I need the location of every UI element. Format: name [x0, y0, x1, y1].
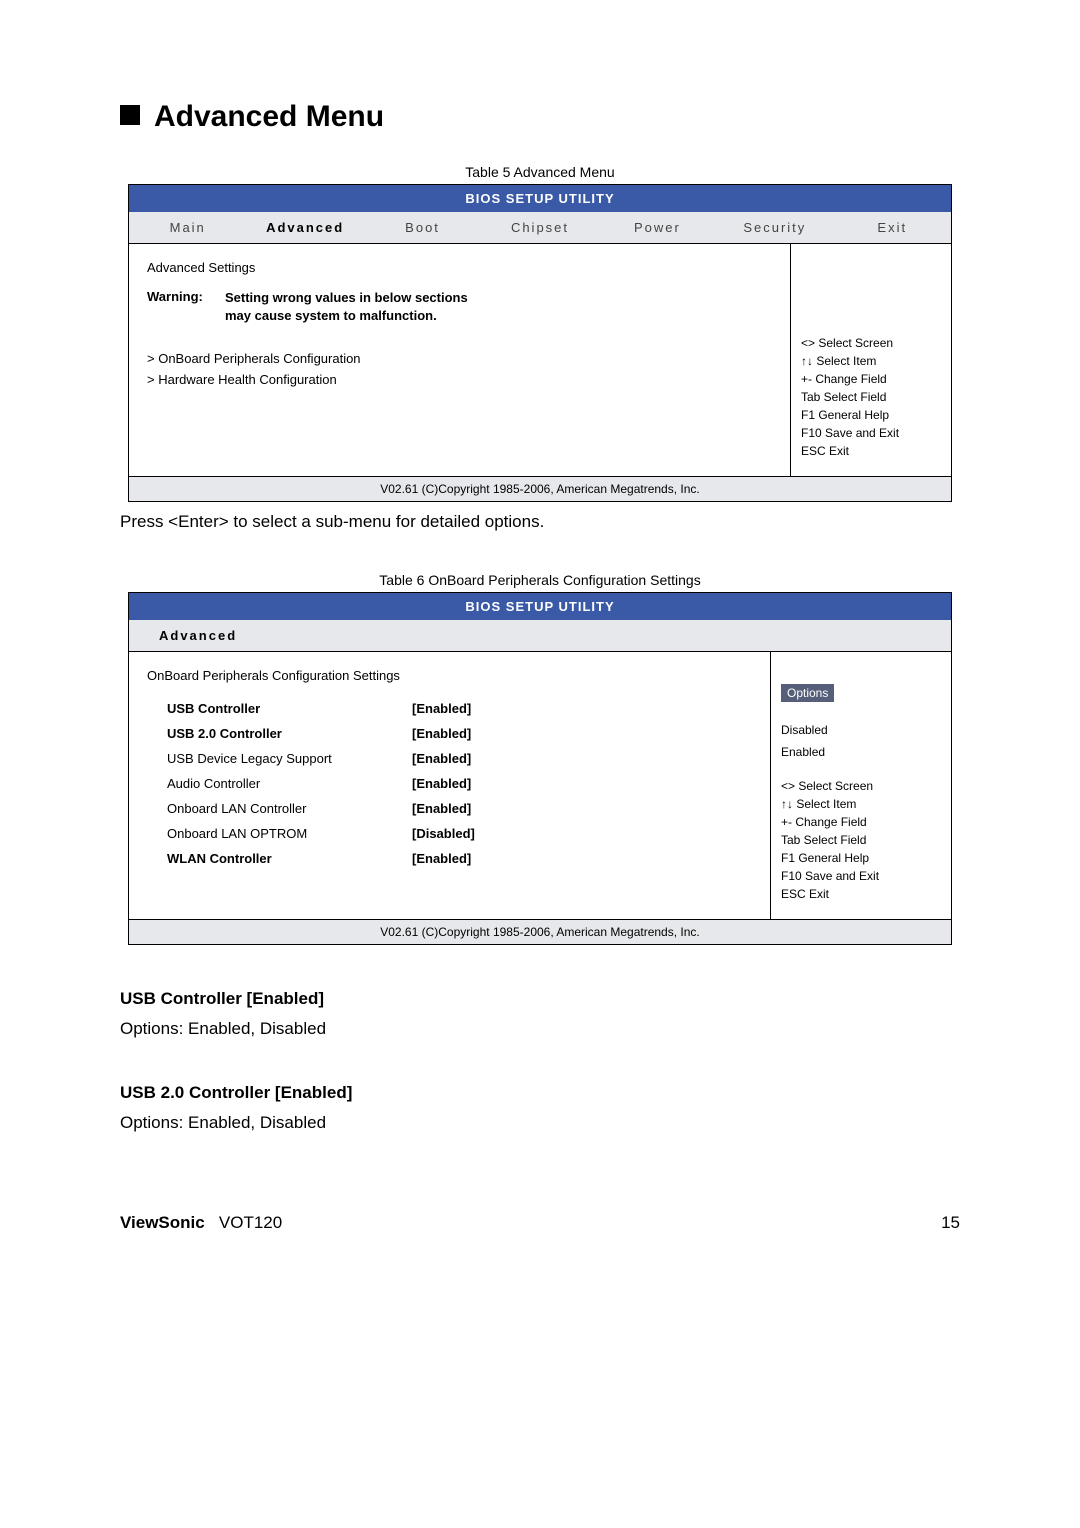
setting-row[interactable]: Audio Controller[Enabled]: [167, 776, 752, 791]
help-change-field: +- Change Field: [801, 370, 941, 388]
setting-value: [Enabled]: [412, 751, 471, 766]
options-list: Disabled Enabled: [781, 720, 941, 763]
setting-value: [Enabled]: [412, 801, 471, 816]
usb-controller-text: Options: Enabled, Disabled: [120, 1019, 960, 1039]
page-footer: ViewSonic VOT120 15: [120, 1213, 960, 1233]
setting-value: [Enabled]: [412, 851, 471, 866]
settings-list: USB Controller[Enabled]USB 2.0 Controlle…: [147, 701, 752, 866]
side-panel: <> Select Screen ↑↓ Select Item +- Chang…: [791, 244, 951, 476]
help-esc: ESC Exit: [801, 442, 941, 460]
setting-label: USB Controller: [167, 701, 412, 716]
bios-footer-2: V02.61 (C)Copyright 1985-2006, American …: [129, 919, 951, 944]
help2-select-screen: <> Select Screen: [781, 777, 941, 795]
table6-caption: Table 6 OnBoard Peripherals Configuratio…: [120, 572, 960, 588]
setting-row[interactable]: USB Controller[Enabled]: [167, 701, 752, 716]
setting-label: WLAN Controller: [167, 851, 412, 866]
press-enter-text: Press <Enter> to select a sub-menu for d…: [120, 512, 960, 532]
setting-row[interactable]: WLAN Controller[Enabled]: [167, 851, 752, 866]
setting-value: [Enabled]: [412, 726, 471, 741]
tab-exit[interactable]: Exit: [834, 212, 951, 243]
help-select-item: ↑↓ Select Item: [801, 352, 941, 370]
bios-tab-row-2: Advanced: [129, 620, 951, 652]
table5-caption: Table 5 Advanced Menu: [120, 164, 960, 180]
bios-body: Advanced Settings Warning: Setting wrong…: [129, 244, 951, 476]
footer-model: VOT120: [219, 1213, 282, 1232]
option-enabled: Enabled: [781, 742, 941, 764]
page-title-text: Advanced Menu: [154, 100, 384, 133]
help-list: <> Select Screen ↑↓ Select Item +- Chang…: [801, 334, 941, 460]
tab-power[interactable]: Power: [599, 212, 716, 243]
menu-hardware-health[interactable]: > Hardware Health Configuration: [147, 372, 772, 387]
usb-controller-section: USB Controller [Enabled] Options: Enable…: [120, 989, 960, 1039]
page-title: Advanced Menu: [120, 100, 960, 134]
peripherals-heading: OnBoard Peripherals Configuration Settin…: [147, 668, 752, 683]
tab-advanced-2[interactable]: Advanced: [129, 620, 309, 651]
setting-label: Onboard LAN OPTROM: [167, 826, 412, 841]
tab-advanced[interactable]: Advanced: [246, 212, 363, 243]
footer-left: ViewSonic VOT120: [120, 1213, 282, 1233]
side-panel-2: Options Disabled Enabled <> Select Scree…: [771, 652, 951, 919]
tab-security[interactable]: Security: [716, 212, 833, 243]
setting-label: Onboard LAN Controller: [167, 801, 412, 816]
help2-change-field: +- Change Field: [781, 813, 941, 831]
tab-main[interactable]: Main: [129, 212, 246, 243]
menu-onboard-peripherals[interactable]: > OnBoard Peripherals Configuration: [147, 351, 772, 366]
footer-page: 15: [941, 1213, 960, 1233]
main-panel-2: OnBoard Peripherals Configuration Settin…: [129, 652, 771, 919]
help2-f1: F1 General Help: [781, 849, 941, 867]
bios-footer: V02.61 (C)Copyright 1985-2006, American …: [129, 476, 951, 501]
help-tab-select: Tab Select Field: [801, 388, 941, 406]
warning-line1: Setting wrong values in below sections: [225, 289, 468, 307]
help2-select-item: ↑↓ Select Item: [781, 795, 941, 813]
tab-boot[interactable]: Boot: [364, 212, 481, 243]
setting-label: USB Device Legacy Support: [167, 751, 412, 766]
setting-value: [Disabled]: [412, 826, 475, 841]
warning-label: Warning:: [147, 289, 225, 325]
help-list-2: <> Select Screen ↑↓ Select Item +- Chang…: [781, 777, 941, 903]
bullet-icon: [120, 105, 140, 125]
warning-text: Setting wrong values in below sections m…: [225, 289, 468, 325]
table6-bios-box: BIOS SETUP UTILITY Advanced OnBoard Peri…: [128, 592, 952, 945]
table5-bios-box: BIOS SETUP UTILITY Main Advanced Boot Ch…: [128, 184, 952, 502]
usb-controller-heading: USB Controller [Enabled]: [120, 989, 960, 1009]
usb-2-controller-section: USB 2.0 Controller [Enabled] Options: En…: [120, 1083, 960, 1133]
setting-row[interactable]: Onboard LAN OPTROM[Disabled]: [167, 826, 752, 841]
main-panel: Advanced Settings Warning: Setting wrong…: [129, 244, 791, 476]
usb2-controller-text: Options: Enabled, Disabled: [120, 1113, 960, 1133]
bios-header: BIOS SETUP UTILITY: [129, 185, 951, 212]
help2-esc: ESC Exit: [781, 885, 941, 903]
help-f10: F10 Save and Exit: [801, 424, 941, 442]
options-title: Options: [781, 684, 834, 702]
setting-row[interactable]: USB 2.0 Controller[Enabled]: [167, 726, 752, 741]
option-disabled: Disabled: [781, 720, 941, 742]
setting-label: USB 2.0 Controller: [167, 726, 412, 741]
setting-row[interactable]: USB Device Legacy Support[Enabled]: [167, 751, 752, 766]
help-f1: F1 General Help: [801, 406, 941, 424]
footer-brand: ViewSonic: [120, 1213, 205, 1232]
warning-row: Warning: Setting wrong values in below s…: [147, 289, 772, 325]
help-select-screen: <> Select Screen: [801, 334, 941, 352]
tab-chipset[interactable]: Chipset: [481, 212, 598, 243]
help2-tab-select: Tab Select Field: [781, 831, 941, 849]
bios-tab-row: Main Advanced Boot Chipset Power Securit…: [129, 212, 951, 244]
setting-label: Audio Controller: [167, 776, 412, 791]
usb2-controller-heading: USB 2.0 Controller [Enabled]: [120, 1083, 960, 1103]
warning-line2: may cause system to malfunction.: [225, 307, 468, 325]
advanced-settings-heading: Advanced Settings: [147, 260, 772, 275]
setting-value: [Enabled]: [412, 776, 471, 791]
bios-header-2: BIOS SETUP UTILITY: [129, 593, 951, 620]
setting-row[interactable]: Onboard LAN Controller[Enabled]: [167, 801, 752, 816]
setting-value: [Enabled]: [412, 701, 471, 716]
bios-body-2: OnBoard Peripherals Configuration Settin…: [129, 652, 951, 919]
help2-f10: F10 Save and Exit: [781, 867, 941, 885]
